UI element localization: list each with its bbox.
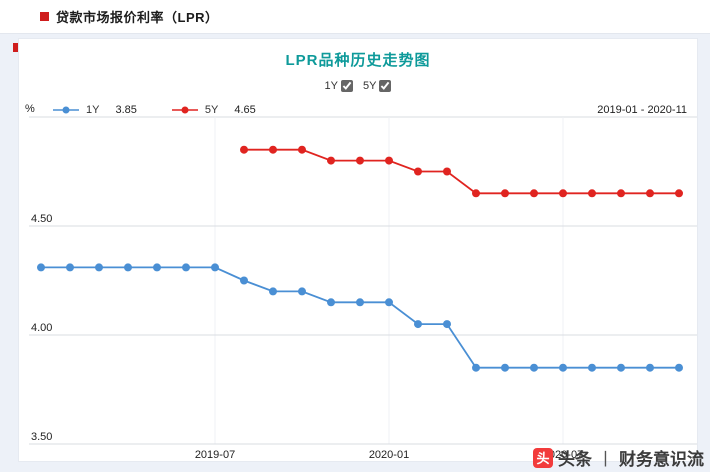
toutiao-logo-icon: 头	[533, 447, 553, 468]
section-bullet-icon	[40, 12, 49, 21]
page-title: 贷款市场报价利率（LPR）	[56, 10, 219, 25]
svg-text:2019-07: 2019-07	[195, 449, 235, 461]
y-axis-unit: %	[25, 103, 35, 115]
svg-text:4.50: 4.50	[31, 213, 52, 225]
chart-card: LPR品种历史走势图 1Y 5Y % 1Y 3.85	[18, 38, 698, 462]
toggle-1y-label: 1Y	[324, 80, 338, 92]
legend-line-5y-icon	[171, 106, 198, 114]
legend-1y-name: 1Y	[86, 104, 100, 116]
toggle-1y-checkbox[interactable]	[341, 80, 353, 92]
svg-text:3.50: 3.50	[31, 431, 52, 443]
series-toggles: 1Y 5Y	[19, 77, 697, 95]
top-header: 贷款市场报价利率（LPR）	[0, 0, 710, 34]
date-range-label: 2019-01 - 2020-11	[597, 104, 687, 116]
watermark-account: 财务意识流	[619, 450, 704, 469]
legend-line-1y-icon	[53, 106, 79, 114]
chart-plot-svg: 2019-07 2020-01 2020-074.504.003.50	[29, 116, 697, 461]
side-bullet-icon	[13, 43, 22, 52]
watermark: 头 头条 丨 财务意识流	[533, 445, 704, 470]
toggle-5y[interactable]: 5Y	[363, 80, 392, 92]
legend-item-1y: 1Y 3.85	[53, 104, 163, 116]
svg-text:4.00: 4.00	[31, 322, 52, 334]
watermark-separator: 丨	[597, 450, 614, 469]
toggle-5y-label: 5Y	[363, 80, 377, 92]
watermark-brand: 头条	[558, 450, 592, 469]
legend-item-5y: 5Y 4.65	[171, 104, 282, 116]
svg-text:2020-01: 2020-01	[369, 449, 409, 461]
toggle-1y[interactable]: 1Y	[325, 80, 353, 92]
legend-row: % 1Y 3.85 5Y 4.65 2019-01 - 2020-11	[19, 102, 697, 118]
legend-5y-name: 5Y	[204, 104, 219, 116]
chart-title: LPR品种历史走势图	[285, 52, 431, 69]
legend-5y-value: 4.65	[234, 104, 256, 116]
toggle-5y-checkbox[interactable]	[379, 80, 392, 92]
legend-1y-value: 3.85	[115, 104, 137, 116]
